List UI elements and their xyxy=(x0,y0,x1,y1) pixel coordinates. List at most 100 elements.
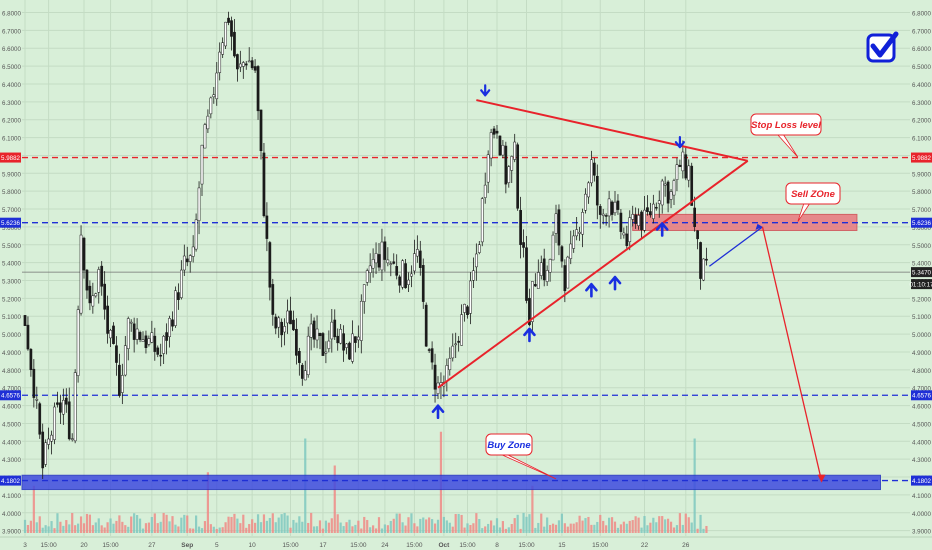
volume-bar xyxy=(469,525,472,533)
candle-body xyxy=(669,191,673,200)
volume-bar xyxy=(248,524,251,533)
volume-bar xyxy=(251,519,254,533)
volume-bar xyxy=(658,516,661,533)
current-price-tag-label: 5.3470 xyxy=(912,270,931,277)
candle-body xyxy=(433,364,437,390)
candle-body xyxy=(395,266,399,276)
time-axis-tick-label: 5 xyxy=(215,542,219,549)
blue-up-arrow-icon xyxy=(608,275,622,291)
left-axis-tick-label: 4.6000 xyxy=(2,404,21,411)
candle-body xyxy=(649,211,652,216)
volume-bar xyxy=(581,520,584,533)
right-axis-tick-label: 5.2000 xyxy=(912,296,931,303)
right-axis-tick-label: 5.8000 xyxy=(912,189,931,196)
time-axis-tick-label: 8 xyxy=(495,542,499,549)
candle-body xyxy=(277,317,281,328)
candle-body xyxy=(215,72,219,100)
candle-body xyxy=(593,162,596,176)
volume-bar xyxy=(413,523,416,533)
volume-bar xyxy=(342,526,345,533)
sell-level-tag-label: 5.6236 xyxy=(912,220,931,227)
volume-bar xyxy=(513,518,516,533)
volume-bar xyxy=(224,522,227,533)
volume-bar xyxy=(596,521,599,533)
candle-body xyxy=(504,145,508,185)
candle-body xyxy=(542,258,546,281)
volume-bar xyxy=(313,526,316,533)
right-axis-tick-label: 3.9000 xyxy=(912,529,931,536)
volume-bar xyxy=(162,512,165,533)
candle-body xyxy=(303,370,307,381)
sell-zone-callout-label: Sell ZOne xyxy=(791,189,836,200)
volume-bar xyxy=(678,513,681,533)
candle-body xyxy=(286,310,289,324)
volume-bar xyxy=(634,516,637,533)
candle-body xyxy=(469,280,472,314)
candle-body xyxy=(50,434,53,442)
candle-body xyxy=(687,165,691,181)
candle-body xyxy=(436,382,440,394)
candle-body xyxy=(162,336,166,354)
volume-bar xyxy=(360,528,363,533)
volume-bar xyxy=(369,527,372,533)
volume-bar xyxy=(50,521,53,533)
candle-body xyxy=(327,340,331,349)
volume-bar xyxy=(578,515,581,533)
volume-bar xyxy=(77,523,80,533)
left-axis-tick-label: 6.2000 xyxy=(2,118,21,125)
candle-body xyxy=(103,283,107,310)
volume-bar xyxy=(206,472,209,533)
candle-body xyxy=(705,258,708,261)
time-axis-tick-label: 15:00 xyxy=(40,542,57,549)
time-axis-tick-label: 15:00 xyxy=(518,542,535,549)
volume-bar xyxy=(177,526,180,533)
candle-body xyxy=(171,319,174,327)
candle-body xyxy=(625,233,629,246)
left-axis-tick-label: 5.3000 xyxy=(2,279,21,286)
candle-body xyxy=(159,354,163,357)
volume-bar xyxy=(354,524,357,533)
candle-body xyxy=(699,242,702,279)
volume-bar xyxy=(510,524,513,533)
volume-bar xyxy=(404,525,407,533)
volume-bar xyxy=(144,523,148,533)
volume-bar xyxy=(295,522,298,533)
candle-body xyxy=(457,340,460,343)
candle-body xyxy=(590,159,593,184)
stop-loss-tag-label: 5.9882 xyxy=(1,155,20,162)
candle-body xyxy=(100,265,104,287)
volume-bar xyxy=(109,518,112,533)
volume-bar xyxy=(478,518,481,533)
candle-body xyxy=(498,135,502,156)
volume-bar xyxy=(431,519,434,533)
candle-body xyxy=(398,276,401,286)
volume-bar xyxy=(62,525,65,533)
volume-bar xyxy=(197,526,201,533)
candle-body xyxy=(47,438,50,445)
blue-up-arrow-icon xyxy=(585,282,598,298)
volume-bar xyxy=(192,528,195,533)
volume-bar xyxy=(32,485,35,533)
volume-bar xyxy=(610,517,614,533)
candle-body xyxy=(480,198,484,243)
candle-body xyxy=(247,60,251,63)
volume-bar xyxy=(487,523,490,533)
candle-body xyxy=(123,345,127,376)
time-axis-tick-label: 27 xyxy=(148,542,156,549)
right-axis-tick-label: 5.4000 xyxy=(912,261,931,268)
volume-bar xyxy=(445,520,448,533)
right-axis-tick-label: 5.6000 xyxy=(912,225,931,232)
volume-bar xyxy=(330,518,333,533)
volume-bar xyxy=(593,524,596,533)
candle-body xyxy=(236,54,239,70)
volume-bar xyxy=(254,522,257,533)
projection-up-arrowhead xyxy=(755,223,763,230)
left-axis-tick-label: 6.8000 xyxy=(2,11,21,18)
volume-bar xyxy=(23,519,27,533)
candle-body xyxy=(371,259,375,269)
candle-body xyxy=(634,214,637,224)
candle-body xyxy=(551,234,555,261)
candle-body xyxy=(212,94,216,98)
candle-body xyxy=(575,229,578,237)
